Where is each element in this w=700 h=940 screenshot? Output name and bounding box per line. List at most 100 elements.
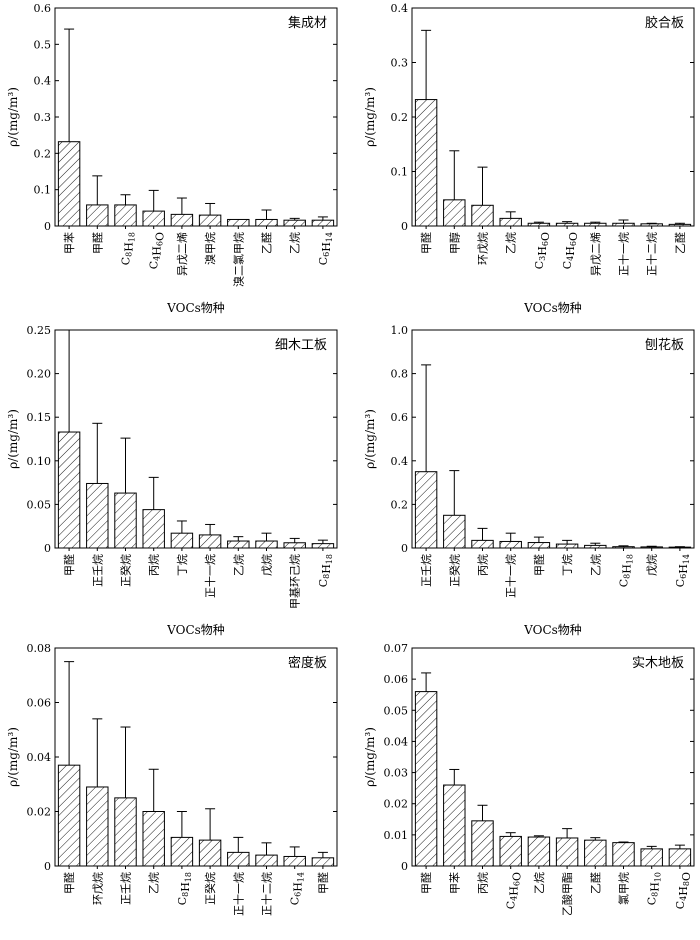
bar [114, 204, 137, 227]
category-label: 乙烷 [287, 232, 301, 254]
bar [443, 784, 466, 867]
y-axis-label: ρ/(mg/m³) [363, 87, 377, 147]
category-label: 甲醛 [62, 872, 76, 894]
category-label: 乙烷 [503, 232, 517, 254]
y-axis-label: ρ/(mg/m³) [363, 727, 377, 787]
y-tick-label: 0.10 [27, 455, 52, 468]
category-label: 甲醛 [315, 872, 329, 894]
bar [414, 471, 438, 549]
y-tick-label: 0.5 [34, 38, 52, 51]
category-label: C8H18 [316, 554, 333, 587]
y-tick-label: 0 [401, 860, 408, 873]
bar [555, 222, 579, 227]
bar [443, 514, 466, 549]
y-tick-label: 0.2 [34, 147, 52, 160]
y-tick-label: 0.25 [27, 324, 52, 337]
y-tick-label: 0.3 [391, 57, 409, 70]
y-tick-label: 0.05 [27, 498, 52, 511]
bar [170, 836, 194, 867]
plot-frame [411, 329, 695, 549]
category-label: 环戊烷 [90, 872, 104, 905]
bar [57, 431, 81, 549]
bar [584, 839, 607, 867]
bar [640, 848, 663, 867]
y-tick-label: 0.2 [391, 111, 409, 124]
plot-frame [411, 647, 695, 867]
category-label: 正十一烷 [616, 232, 630, 276]
bar [198, 839, 222, 867]
y-tick-label: 0.4 [34, 75, 52, 88]
category-label: 乙烷 [146, 872, 160, 894]
bar [499, 540, 522, 549]
category-label: C8H18 [175, 872, 192, 905]
x-axis-label: VOCs物种 [166, 623, 225, 637]
y-tick-label: 0.04 [384, 735, 409, 748]
y-axis-label: ρ/(mg/m³) [363, 409, 377, 469]
y-axis-label: ρ/(mg/m³) [6, 409, 20, 469]
y-tick-label: 0.6 [34, 2, 52, 15]
category-label: 甲醛 [531, 554, 545, 576]
category-label: 戊烷 [644, 554, 658, 576]
y-tick-label: 0.08 [27, 642, 52, 655]
category-label: C6H14 [673, 554, 690, 587]
y-axis-label: ρ/(mg/m³) [6, 87, 20, 147]
bar [555, 543, 579, 549]
y-tick-label: 0.02 [384, 798, 409, 811]
category-label: 氯甲烷 [616, 872, 630, 905]
category-label: 正壬烷 [90, 554, 104, 587]
plot-frame [54, 329, 338, 549]
bar [527, 222, 551, 227]
bar [57, 141, 81, 227]
category-label: 正十二烷 [259, 872, 273, 916]
bar [86, 204, 109, 227]
category-label: 正十二烷 [644, 232, 658, 276]
bar [527, 836, 551, 867]
bar [612, 546, 635, 549]
category-label: 正十一烷 [503, 554, 517, 598]
bar [227, 540, 250, 549]
category-label: 乙醛 [672, 232, 686, 254]
category-label: 甲基环己烷 [287, 554, 301, 609]
bar [612, 842, 635, 867]
category-label: 异戊二烯 [589, 232, 602, 276]
category-label: C6H14 [316, 232, 333, 265]
bar [170, 532, 194, 549]
category-label: 乙酸甲酯 [560, 872, 574, 916]
category-label: 甲苯 [62, 232, 76, 254]
chart-panel-4: 0 0.2 0.4 0.6 0.8 1.0 正壬烷 正癸烷 丙烷 正十一烷 甲醛 丁烷 乙烷 C8H18 戊… [363, 324, 695, 637]
bar [114, 797, 137, 867]
y-tick-label: 0.2 [391, 498, 409, 511]
category-label: 乙醛 [259, 232, 273, 254]
y-tick-label: 0 [44, 220, 51, 233]
y-tick-label: 0 [401, 220, 408, 233]
category-label: 丁烷 [174, 554, 188, 576]
category-label: 正癸烷 [447, 554, 461, 587]
bar [86, 786, 109, 867]
bar [527, 542, 551, 549]
bar [283, 542, 306, 549]
y-tick-label: 0.20 [27, 368, 52, 381]
y-tick-label: 0.04 [27, 751, 52, 764]
category-label: 异戊二烯 [175, 232, 188, 276]
bar [142, 811, 165, 867]
bar [640, 223, 663, 227]
bar [255, 854, 278, 867]
bar [57, 764, 81, 867]
category-label: C8H10 [645, 872, 662, 905]
category-label: 甲醛 [62, 554, 76, 576]
y-tick-label: 0.02 [27, 806, 52, 819]
chart-panel-2: 0 0.1 0.2 0.3 0.4 甲醛 甲醇 环戊烷 乙烷 C3H6O C4H6O 异戊二烯 正十一烷… [363, 2, 695, 315]
category-label: 甲醛 [419, 232, 433, 254]
y-tick-label: 0.06 [27, 697, 52, 710]
category-label: C8H18 [119, 232, 136, 265]
y-tick-label: 0.01 [384, 829, 409, 842]
y-tick-label: 0.06 [384, 673, 409, 686]
bar [198, 534, 222, 549]
y-axis-label: ρ/(mg/m³) [6, 727, 20, 787]
category-label: 溴甲烷 [203, 232, 217, 265]
category-label: C8H18 [617, 554, 634, 587]
bar [668, 848, 692, 867]
bar [227, 851, 250, 867]
category-label: 正癸烷 [118, 554, 132, 587]
